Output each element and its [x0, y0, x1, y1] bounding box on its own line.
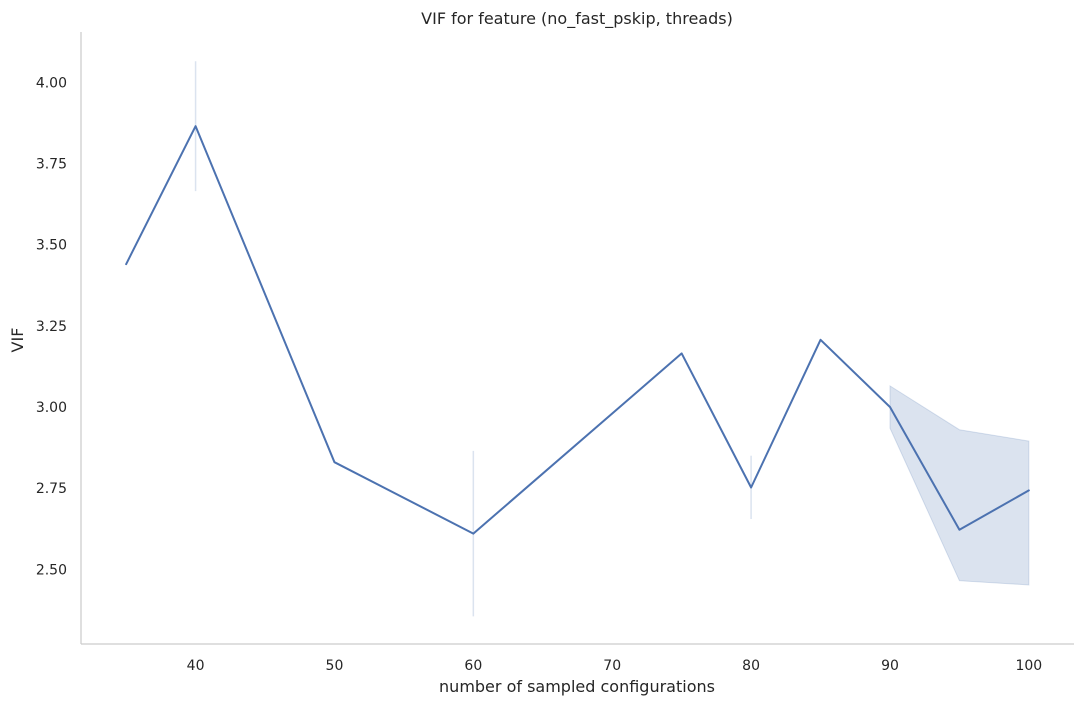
confidence-band [889, 384, 1030, 586]
y-tick-label: 3.25 [36, 319, 67, 335]
x-tick-label: 70 [603, 658, 621, 674]
data-point [681, 352, 683, 354]
data-point [889, 406, 891, 408]
data-point [958, 529, 960, 531]
x-tick-label: 80 [742, 658, 760, 674]
y-tick-label: 2.75 [36, 481, 67, 497]
data-point [1028, 489, 1030, 491]
y-tick-label: 2.50 [36, 562, 67, 578]
y-axis-label: VIF [8, 328, 27, 353]
x-tick-label: 50 [326, 658, 344, 674]
y-tick-label: 3.75 [36, 156, 67, 172]
data-point [333, 461, 335, 463]
data-point [195, 125, 197, 127]
y-axis-ticks: 2.50 2.75 3.00 3.25 3.50 3.75 4.00 [36, 75, 67, 578]
y-tick-label: 3.00 [36, 400, 67, 416]
x-tick-label: 40 [187, 658, 205, 674]
x-tick-label: 90 [881, 658, 899, 674]
chart-title: VIF for feature (no_fast_pskip, threads) [421, 9, 733, 29]
x-axis-label: number of sampled configurations [439, 677, 715, 696]
x-tick-label: 60 [464, 658, 482, 674]
data-point [820, 339, 822, 341]
x-axis-ticks: 40 50 60 70 80 90 100 [187, 658, 1043, 674]
data-point [125, 263, 127, 265]
plot-area [125, 61, 1030, 617]
y-tick-label: 3.50 [36, 238, 67, 254]
y-tick-label: 4.00 [36, 75, 67, 91]
data-point [750, 487, 752, 489]
series-line [125, 125, 1030, 535]
data-point [472, 533, 474, 535]
x-tick-label: 100 [1015, 658, 1042, 674]
